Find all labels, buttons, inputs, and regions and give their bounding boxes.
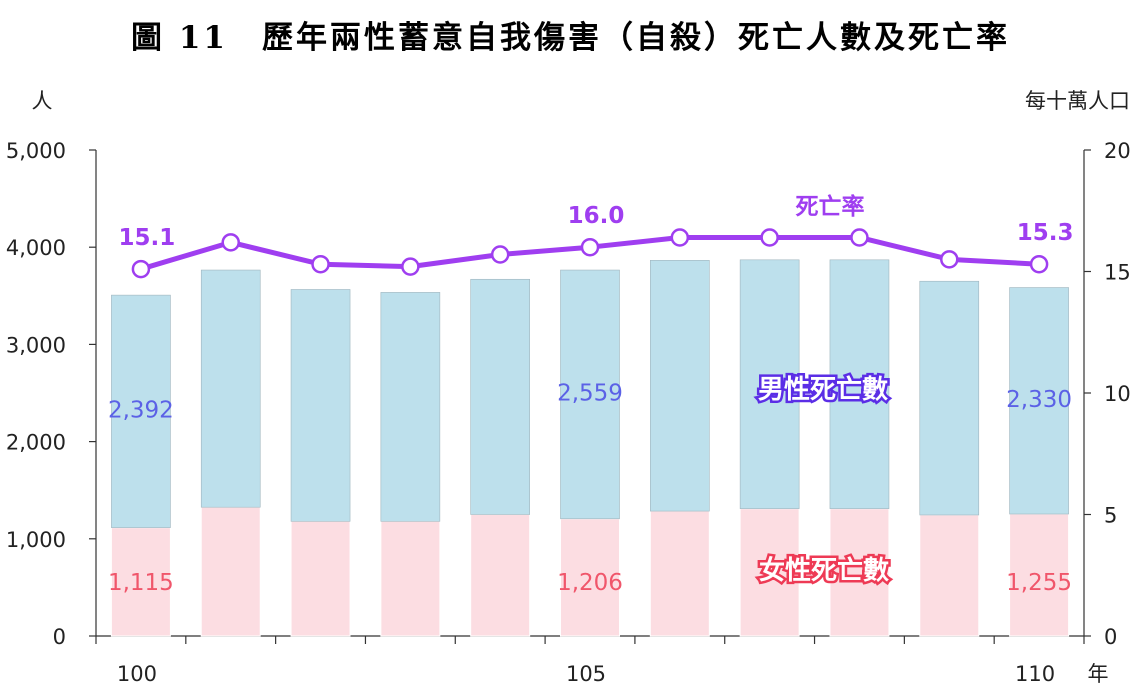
left-axis-unit: 人 — [32, 89, 53, 113]
bar-male — [739, 259, 800, 509]
series-label-male: 男性死亡數 — [758, 374, 888, 405]
bar-male — [919, 280, 980, 516]
right-tick-label: 15 — [1104, 261, 1131, 285]
bar-female — [739, 508, 800, 637]
left-tick-label: 0 — [53, 625, 66, 649]
left-tick-label: 2,000 — [6, 431, 66, 455]
x-tick-label: 110 — [1015, 662, 1055, 686]
rate-point — [221, 233, 240, 252]
bar-male — [200, 269, 261, 508]
bar-female — [649, 510, 710, 637]
bar-male — [650, 260, 710, 512]
series-label-female: 女性死亡數 — [759, 555, 889, 586]
rate-point — [401, 257, 420, 276]
rate-point — [850, 228, 869, 247]
bar-female — [380, 520, 441, 637]
rate-point — [670, 228, 690, 247]
bar-female — [110, 527, 171, 637]
bar-male — [1009, 287, 1069, 515]
rate-point — [580, 237, 600, 257]
chart-title: 圖 11 歷年兩性蓄意自我傷害（自殺）死亡人數及死亡率 — [131, 20, 1010, 56]
bar-female — [829, 508, 890, 637]
x-axis-unit: 年 — [1088, 662, 1109, 686]
rate-value-label: 16.0 — [568, 203, 625, 229]
bar-female — [200, 506, 261, 637]
rate-value-label: 15.1 — [119, 225, 176, 251]
rate-point — [490, 245, 510, 264]
rate-point — [311, 254, 330, 274]
right-tick-label: 10 — [1104, 382, 1131, 406]
rate-point — [131, 259, 151, 279]
left-tick-label: 1,000 — [6, 528, 66, 552]
right-axis-unit: 每十萬人口 — [1025, 89, 1130, 113]
rate-point — [760, 228, 779, 247]
left-tick-label: 4,000 — [6, 236, 66, 260]
left-tick-label: 3,000 — [6, 333, 66, 357]
series-label-rate: 死亡率 — [796, 193, 865, 220]
rate-value-label: 15.3 — [1017, 220, 1074, 246]
right-tick-label: 0 — [1104, 625, 1117, 649]
female-value-label: 1,206 — [557, 570, 623, 596]
bar-male — [470, 278, 530, 515]
rate-point — [940, 250, 959, 269]
rate-point — [1029, 254, 1049, 274]
bar-male — [111, 294, 171, 528]
bar-female — [470, 514, 531, 637]
female-value-label: 1,255 — [1006, 570, 1072, 596]
bar-female — [1009, 513, 1070, 637]
bar-male — [560, 269, 620, 520]
x-tick-label: 105 — [566, 662, 606, 686]
left-tick-label: 5,000 — [6, 139, 66, 163]
bar-male — [380, 292, 441, 522]
x-tick-label: 100 — [117, 662, 157, 686]
male-value-label: 2,330 — [1006, 387, 1072, 413]
bar-female — [919, 514, 980, 637]
bar-male — [829, 259, 890, 509]
bar-female — [560, 518, 620, 637]
right-tick-label: 20 — [1104, 139, 1131, 163]
male-value-label: 2,392 — [108, 397, 174, 423]
bar-male — [290, 289, 351, 522]
female-value-label: 1,115 — [108, 570, 174, 596]
male-value-label: 2,559 — [557, 380, 623, 406]
right-tick-label: 5 — [1104, 504, 1117, 528]
bar-female — [290, 520, 351, 637]
